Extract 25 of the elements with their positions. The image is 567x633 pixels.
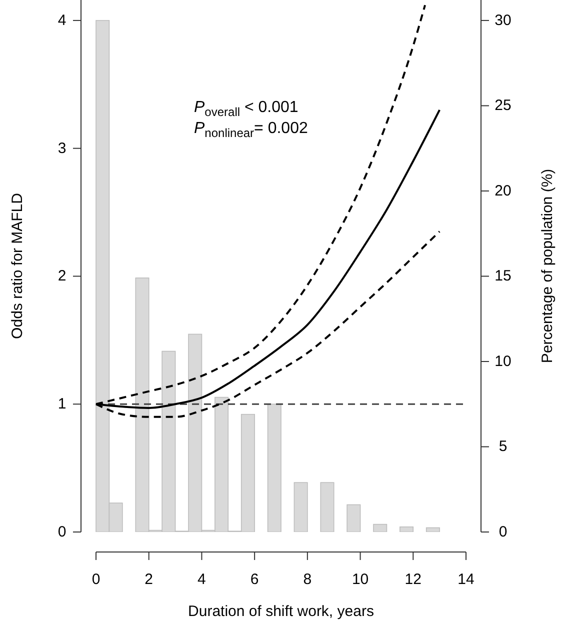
- y-tick-label: 4: [58, 12, 66, 29]
- y-tick-label: 0: [58, 524, 66, 540]
- y2-tick-label: 30: [494, 12, 512, 29]
- y2-axis-title: Percentage of population (%): [539, 168, 556, 364]
- y2-tick-label: 5: [498, 438, 508, 456]
- x-tick-label: 6: [250, 571, 259, 588]
- x-tick-label: 12: [404, 571, 422, 588]
- annotation: P$_{overall}$ < 0.001: [194, 99, 298, 119]
- y2-tick-label: 0: [498, 524, 508, 540]
- x-axis-title: Duration of shift work, years: [188, 603, 374, 620]
- y2-tick-label: 20: [494, 182, 512, 200]
- x-tick-label: 14: [458, 571, 474, 588]
- y2-tick-label: 10: [494, 352, 512, 370]
- x-tick-label: 2: [144, 571, 154, 588]
- y-tick-label: 1: [58, 396, 66, 413]
- y2-tick-label: 15: [494, 268, 512, 285]
- annotation: P$_{nonlinear}$= 0.002: [194, 120, 308, 140]
- x-tick-label: 10: [352, 571, 369, 588]
- y-tick-label: 3: [58, 140, 66, 157]
- x-tick-label: 8: [303, 571, 312, 588]
- y2-tick-label: 25: [494, 97, 512, 114]
- y-tick-label: 2: [58, 268, 66, 285]
- x-tick-label: 4: [198, 571, 206, 588]
- x-tick-label: 0: [92, 571, 100, 588]
- y-axis-title: Odds ratio for MAFLD: [9, 192, 26, 339]
